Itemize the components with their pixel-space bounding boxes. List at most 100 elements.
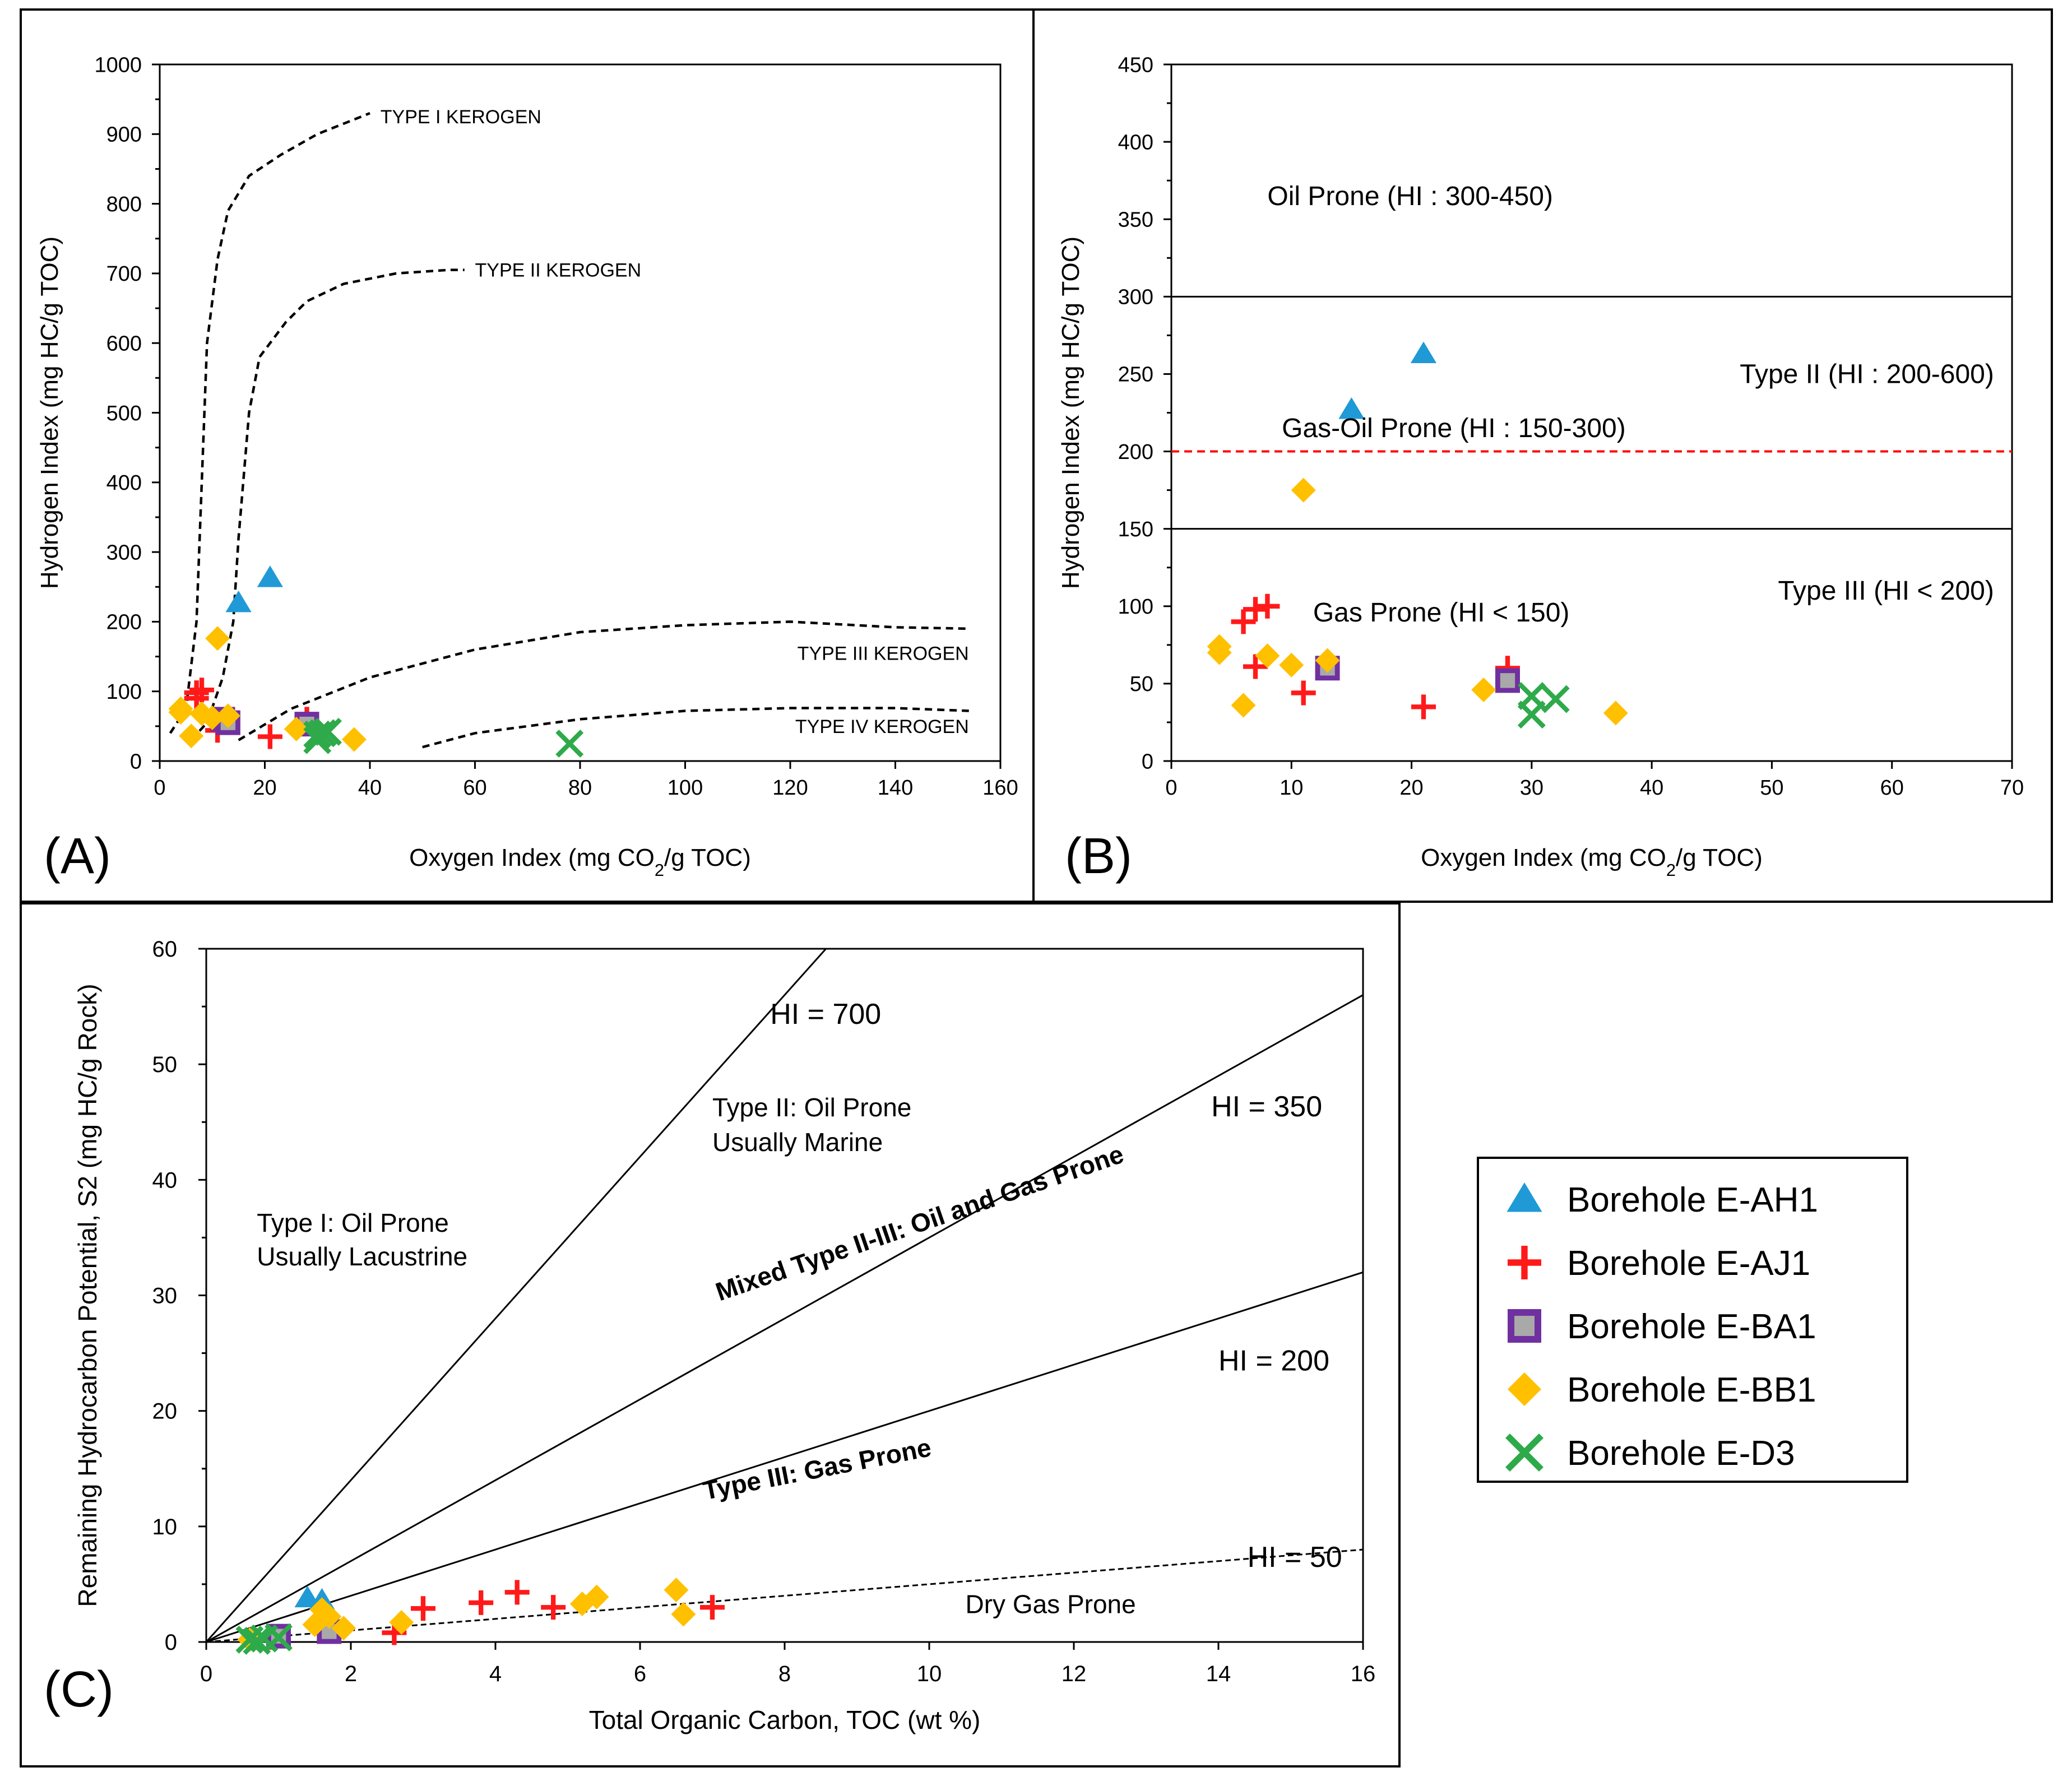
legend-frame [1477, 1157, 1908, 1483]
y-tick-label: 300 [1118, 286, 1153, 309]
x-tick-label: 2 [345, 1662, 357, 1686]
y-tick-label: 0 [165, 1630, 177, 1655]
x-tick-label: 16 [1351, 1662, 1376, 1686]
legend-marker-E-AH1 [1507, 1182, 1542, 1212]
y-tick-label: 450 [1118, 53, 1153, 77]
x-axis-label: Total Organic Carbon, TOC (wt %) [589, 1705, 981, 1734]
x-tick-label: 30 [1520, 776, 1543, 800]
series-E-AJ1 [1231, 593, 1520, 720]
zone-label: Usually Lacustrine [257, 1242, 467, 1271]
y-axis-label: Hydrogen Index (mg HC/g TOC) [36, 236, 63, 589]
kerogen-curve [238, 620, 969, 741]
plot-area [205, 948, 1364, 1643]
point-E-AH1 [1410, 341, 1437, 364]
y-tick-label: 0 [130, 750, 142, 773]
y-tick-label: 400 [1118, 131, 1153, 154]
point-E-AJ1 [504, 1580, 530, 1605]
point-E-BB1 [664, 1578, 689, 1603]
prone-zone-label: Oil Prone (HI : 300-450) [1267, 182, 1553, 211]
point-E-D3 [555, 729, 584, 758]
zone-label: Mixed Type II-III: Oil and Gas Prone [712, 1139, 1127, 1307]
y-tick-label: 1000 [94, 53, 142, 77]
y-tick-label: 300 [106, 541, 142, 564]
point-E-BB1 [1255, 643, 1280, 669]
panel-b-letter: (B) [1065, 828, 1132, 884]
hi-line-label: HI = 700 [770, 998, 881, 1031]
x-tick-label: 0 [154, 776, 165, 800]
point-E-D3 [265, 1623, 293, 1652]
y-tick-label: 200 [1118, 440, 1153, 464]
y-tick-label: 20 [152, 1399, 178, 1424]
point-E-BB1 [168, 699, 193, 725]
x-tick-label: 6 [634, 1662, 646, 1686]
point-E-AJ1 [700, 1595, 725, 1620]
zone-label: Dry Gas Prone [966, 1589, 1136, 1618]
zone-label: Type I: Oil Prone [257, 1208, 449, 1237]
series-E-BB1 [1207, 477, 1628, 726]
series-E-D3 [303, 717, 584, 758]
prone-zone-label: Gas Prone (HI < 150) [1313, 598, 1570, 628]
point-E-AH1 [257, 565, 283, 587]
point-E-BB1 [284, 716, 309, 741]
y-tick-label: 0 [1142, 750, 1153, 773]
x-tick-label: 70 [2000, 776, 2024, 800]
x-tick-label: 0 [200, 1662, 212, 1686]
point-E-BB1 [1603, 701, 1628, 726]
point-E-AJ1 [469, 1590, 494, 1615]
point-E-AJ1 [541, 1595, 566, 1620]
y-tick-label: 600 [106, 332, 142, 356]
point-E-AH1 [1338, 397, 1365, 419]
point-E-BB1 [389, 1609, 414, 1635]
point-E-BB1 [1315, 648, 1340, 673]
kerogen-curve [190, 268, 465, 741]
point-E-BA1 [1495, 668, 1520, 693]
point-E-AJ1 [1411, 694, 1436, 720]
panel-c-frame [20, 902, 1401, 1768]
type-label: Type III (HI < 200) [1778, 576, 1994, 606]
x-axis-label: Oxygen Index (mg CO2/g TOC) [1421, 844, 1763, 880]
x-tick-label: 160 [982, 776, 1018, 800]
x-tick-label: 80 [568, 776, 592, 800]
y-tick-label: 30 [152, 1284, 178, 1309]
chart-c-s2-toc: 0 2 4 6 8 10 12 14 16 0 10 20 30 40 50 60 Total Organic … [73, 937, 1375, 1734]
series-E-AH1 [1338, 341, 1437, 419]
point-E-D3 [1517, 701, 1546, 729]
point-E-D3 [303, 726, 332, 754]
legend-entry-E-BB1: Borehole E-BB1 [1508, 1371, 1816, 1409]
y-tick-label: 700 [106, 262, 142, 286]
x-tick-label: 12 [1062, 1662, 1087, 1686]
x-tick-label: 120 [772, 776, 808, 800]
y-tick-label: 500 [106, 402, 142, 425]
legend-marker-E-BB1 [1508, 1372, 1541, 1406]
point-E-BB1 [341, 727, 367, 752]
y-tick-label: 250 [1118, 363, 1153, 387]
point-E-BB1 [215, 703, 240, 729]
point-E-AJ1 [411, 1596, 435, 1621]
point-E-BB1 [200, 705, 225, 730]
point-E-BB1 [1471, 677, 1496, 702]
legend-entry-E-D3: Borehole E-D3 [1505, 1433, 1795, 1473]
series-E-BA1 [1315, 656, 1520, 693]
hi-line [206, 1271, 1364, 1643]
kerogen-curve-label: TYPE IV KEROGEN [795, 716, 969, 737]
series-E-AH1 [225, 565, 283, 613]
y-tick-label: 40 [152, 1168, 178, 1193]
legend: Borehole E-AH1 Borehole E-AJ1 Borehole E-B… [1477, 1157, 1908, 1483]
legend-entry-E-BA1: Borehole E-BA1 [1508, 1307, 1816, 1346]
kerogen-curve [169, 112, 370, 734]
panel-c-letter: (C) [44, 1662, 114, 1718]
point-E-BB1 [671, 1602, 696, 1627]
series-E-D3 [1517, 682, 1570, 729]
zone-label: Usually Marine [712, 1128, 883, 1157]
hi-line [205, 948, 827, 1643]
point-E-AJ1 [1255, 593, 1280, 619]
y-tick-label: 350 [1118, 208, 1153, 232]
point-E-BB1 [317, 1604, 342, 1629]
plot-area [1170, 63, 2013, 762]
hi-line-label: HI = 50 [1248, 1541, 1342, 1574]
y-tick-label: 200 [106, 611, 142, 634]
hi-line [206, 994, 1364, 1643]
y-tick-label: 800 [106, 193, 142, 216]
point-E-BB1 [1279, 652, 1304, 678]
point-E-BB1 [179, 723, 204, 749]
